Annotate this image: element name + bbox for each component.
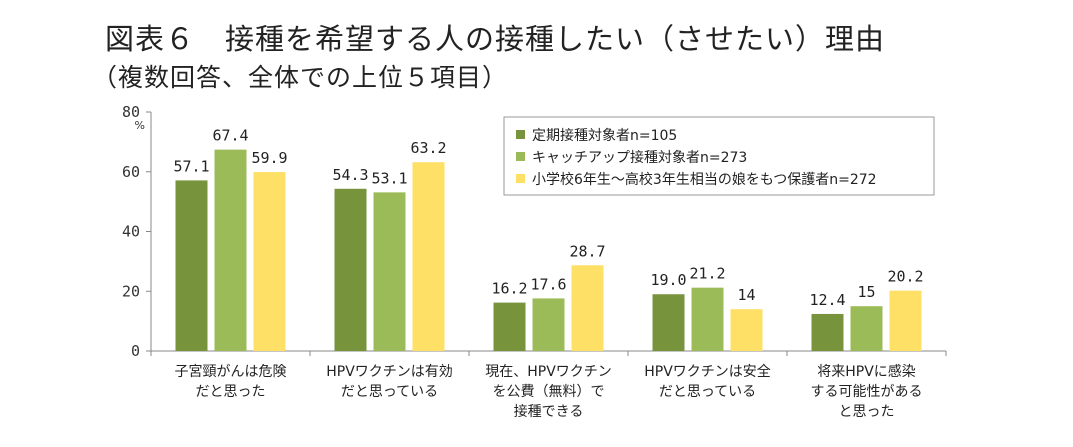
legend-label: 定期接種対象者n=105 (532, 127, 677, 144)
bar (493, 302, 526, 351)
category-label: HPVワクチンは安全 (644, 363, 771, 380)
data-label: 14 (737, 286, 755, 304)
data-label: 67.4 (212, 127, 248, 145)
category-label: だと思っている (341, 384, 438, 400)
bar (253, 172, 286, 351)
category-label: を公費（無料）で (493, 384, 605, 400)
legend-box (503, 116, 935, 196)
data-label: 63.2 (410, 139, 446, 157)
category-label: 現在、HPVワクチン (485, 364, 612, 380)
category-label: HPVワクチンは有効 (326, 364, 453, 380)
y-tick-label: 0 (131, 342, 140, 360)
category-label: 接種できる (514, 403, 584, 420)
category-label: する可能性がある (811, 384, 923, 400)
data-label: 16.2 (491, 280, 527, 298)
legend-swatch (516, 152, 525, 161)
bar (691, 287, 724, 351)
bar (412, 162, 445, 351)
y-unit-label: % (135, 119, 145, 132)
data-label: 20.2 (887, 268, 923, 286)
legend-label: 小学校6年生～高校3年生相当の娘をもつ保護者n=272 (532, 171, 877, 188)
chart-title: 図表６ 接種を希望する人の接種したい（させたい）理由 (105, 22, 886, 56)
chart-subtitle: （複数回答、全体での上位５項目） (92, 63, 509, 92)
bar (532, 298, 565, 351)
bar (652, 294, 685, 351)
data-label: 17.6 (530, 275, 566, 293)
bar (811, 313, 844, 351)
data-label: 21.2 (689, 265, 725, 283)
data-label: 15 (857, 283, 875, 301)
bar (334, 188, 367, 351)
data-label: 53.1 (371, 169, 407, 187)
bar (214, 149, 247, 351)
data-label: 12.4 (809, 291, 845, 309)
bar (175, 180, 208, 351)
bar (889, 290, 922, 351)
bar (373, 192, 406, 351)
data-label: 54.3 (332, 166, 368, 184)
category-label: だと思っている (659, 384, 756, 400)
y-tick-label: 20 (122, 282, 140, 300)
bar (730, 309, 763, 351)
bar (571, 265, 604, 351)
y-tick-label: 40 (122, 223, 140, 241)
legend-swatch (516, 130, 525, 139)
data-label: 59.9 (251, 149, 287, 167)
legend-label: キャッチアップ接種対象者n=273 (532, 149, 747, 166)
category-label: 将来HPVに感染 (817, 363, 916, 380)
data-label: 19.0 (650, 271, 686, 289)
data-label: 28.7 (569, 242, 605, 260)
legend-swatch (516, 174, 525, 183)
data-label: 57.1 (173, 157, 209, 175)
y-tick-label: 80 (122, 103, 140, 121)
category-label: と思った (839, 404, 895, 420)
bar (850, 306, 883, 351)
category-label: だと思った (196, 384, 266, 400)
category-label: 子宮頸がんは危険 (175, 364, 287, 380)
y-tick-label: 60 (122, 163, 140, 181)
